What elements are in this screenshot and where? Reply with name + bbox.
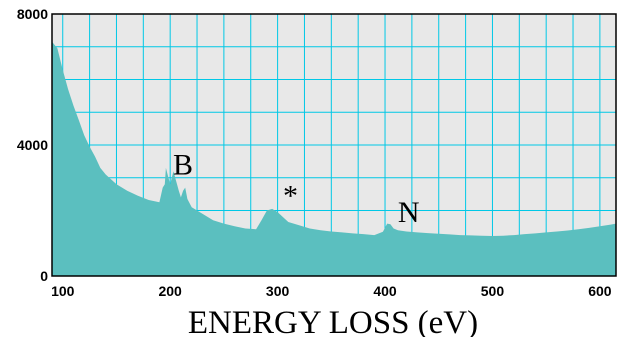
x-axis-tick-labels: 100 200 300 400 500 600 — [51, 283, 612, 299]
x-tick-label: 200 — [158, 283, 182, 299]
y-tick-label: 8000 — [17, 6, 48, 22]
x-axis-title: ENERGY LOSS (eV) — [188, 305, 478, 337]
peak-label: * — [283, 180, 298, 213]
x-tick-label: 600 — [588, 283, 612, 299]
peak-label: N — [398, 196, 420, 229]
y-tick-label: 4000 — [17, 137, 48, 153]
spectrum-area — [52, 41, 616, 276]
x-tick-label: 400 — [373, 283, 397, 299]
x-tick-label: 500 — [481, 283, 505, 299]
x-tick-label: 100 — [51, 283, 75, 299]
y-tick-label: 0 — [40, 268, 48, 284]
y-axis-tick-labels: 0 4000 8000 — [17, 6, 48, 284]
peak-annotations: B * N — [173, 148, 419, 228]
peak-label: B — [173, 148, 193, 181]
plot-frame — [51, 13, 617, 277]
x-tick-label: 300 — [266, 283, 290, 299]
